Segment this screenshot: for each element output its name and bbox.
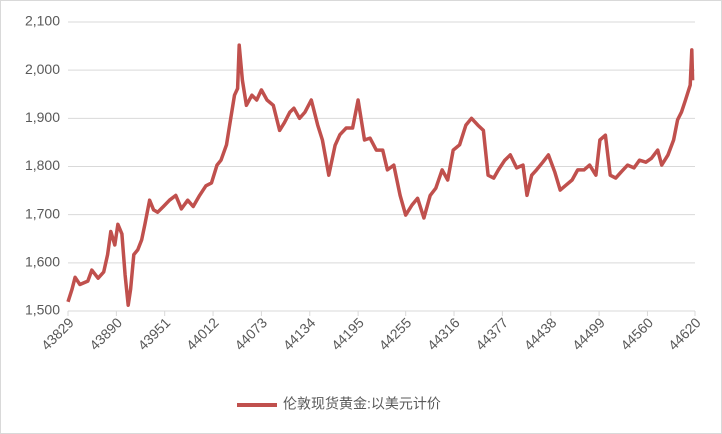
y-tick-label: 1,900: [25, 109, 60, 125]
y-tick-label: 1,800: [25, 157, 60, 173]
y-tick-label: 1,700: [25, 205, 60, 221]
y-tick-label: 1,500: [25, 302, 60, 318]
y-tick-label: 2,100: [25, 13, 60, 29]
series-line: [66, 43, 695, 307]
legend-label: 伦敦现货黄金:以美元计价: [283, 396, 441, 412]
y-tick-label: 2,000: [25, 61, 60, 77]
y-tick-label: 1,600: [25, 254, 60, 270]
